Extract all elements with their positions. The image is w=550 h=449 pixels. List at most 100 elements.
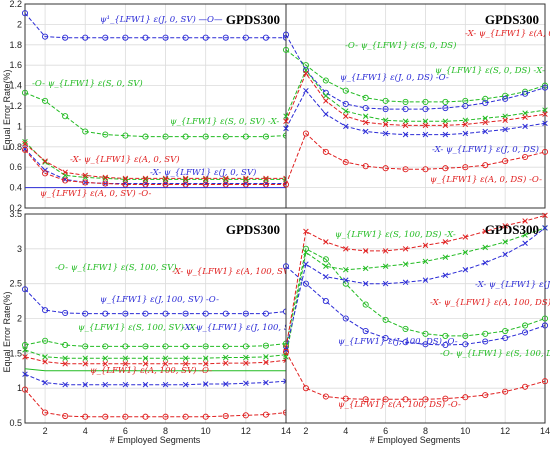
data-point: [382, 280, 389, 287]
data-point: [522, 153, 529, 161]
series-line: [24, 340, 287, 347]
data-point: [303, 70, 309, 77]
series-line: [285, 49, 546, 103]
panel-title: GPDS300: [485, 12, 539, 27]
data-point: [322, 148, 329, 155]
data-point: [482, 99, 489, 106]
data-point: [422, 277, 429, 283]
data-point: [422, 118, 429, 125]
series-line: [285, 248, 546, 347]
data-point: [283, 125, 289, 132]
data-point: [243, 175, 249, 182]
series-line: [285, 265, 546, 346]
data-point: [223, 360, 229, 366]
data-point: [402, 325, 409, 333]
data-point: [62, 169, 68, 176]
data-point: [522, 218, 528, 224]
y-tick-label: 3: [17, 244, 22, 254]
data-point: [442, 131, 449, 138]
data-point: [82, 343, 89, 350]
x-tick-label: 4: [83, 426, 88, 436]
data-point: [462, 121, 469, 128]
data-point: [482, 244, 488, 251]
data-point: [62, 355, 68, 361]
x-tick-label: 4: [343, 426, 348, 436]
data-point: [42, 358, 48, 365]
data-point: [323, 111, 329, 117]
data-point: [102, 34, 109, 41]
series-line: [285, 72, 546, 126]
series-line: [285, 214, 546, 348]
data-point: [422, 98, 429, 105]
data-point: [302, 280, 309, 287]
data-point: [282, 263, 290, 270]
x-tick-label: 6: [383, 426, 388, 436]
data-point: [102, 180, 109, 187]
data-point: [502, 117, 508, 124]
data-point: [382, 117, 389, 124]
data-point: [222, 412, 229, 420]
data-point: [102, 343, 109, 350]
series-annotation: -X- ψ_{LFW1} ε(J, 0, SV): [150, 167, 256, 178]
data-point: [202, 133, 209, 140]
data-point: [182, 310, 189, 317]
data-point: [243, 176, 249, 183]
data-point: [182, 355, 189, 361]
data-point: [502, 158, 509, 165]
data-point: [502, 95, 509, 102]
series-annotation: ψ_{LFW1} ε(A, 0, DS) -O-: [430, 174, 542, 185]
series-annotation: -O- ψ_{LFW1} ε(S, 0, DS): [345, 40, 456, 51]
plot-frame: [285, 213, 546, 424]
data-point: [362, 94, 369, 101]
data-point: [21, 146, 29, 153]
data-point: [422, 258, 429, 265]
data-point: [142, 343, 149, 350]
data-point: [223, 354, 229, 361]
data-point: [222, 310, 229, 317]
series-annotation: -X- ψ_{LFW1} ε(A, 0, DS): [465, 28, 550, 39]
data-point: [243, 180, 249, 187]
data-point: [102, 381, 109, 388]
data-point: [502, 113, 508, 119]
data-point: [122, 34, 129, 41]
data-point: [182, 413, 189, 420]
data-point: [462, 332, 469, 339]
data-point: [122, 361, 129, 367]
data-point: [122, 413, 129, 420]
data-point: [62, 309, 69, 316]
data-point: [442, 118, 449, 125]
data-point: [362, 163, 369, 170]
data-point: [182, 180, 189, 187]
y-tick-label: 0.6: [9, 162, 22, 172]
x-tick-label: 12: [500, 426, 510, 436]
y-tick-label: 1.6: [9, 60, 22, 70]
data-point: [102, 131, 109, 138]
data-point: [222, 34, 229, 41]
y-tick-label: 0.2: [9, 203, 22, 213]
data-point: [303, 249, 309, 256]
data-point: [522, 322, 529, 329]
data-point: [243, 360, 249, 366]
data-point: [422, 166, 429, 173]
y-tick-label: 1.4: [9, 81, 22, 91]
data-point: [262, 310, 269, 317]
series-line: [24, 356, 287, 365]
data-point: [422, 341, 429, 348]
data-point: [82, 355, 88, 361]
data-point: [82, 310, 89, 317]
data-point: [382, 106, 389, 113]
x-tick-label: 8: [423, 426, 428, 436]
data-point: [442, 122, 449, 129]
data-point: [402, 166, 409, 173]
data-point: [182, 381, 189, 388]
data-point: [82, 128, 89, 135]
data-point: [522, 110, 528, 116]
data-point: [542, 120, 548, 127]
data-point: [21, 10, 29, 17]
data-point: [362, 128, 369, 135]
data-point: [162, 180, 169, 187]
x-tick-label: 10: [201, 426, 211, 436]
series-line: [24, 373, 287, 386]
y-tick-label: 2.5: [9, 279, 22, 289]
data-point: [42, 33, 49, 40]
